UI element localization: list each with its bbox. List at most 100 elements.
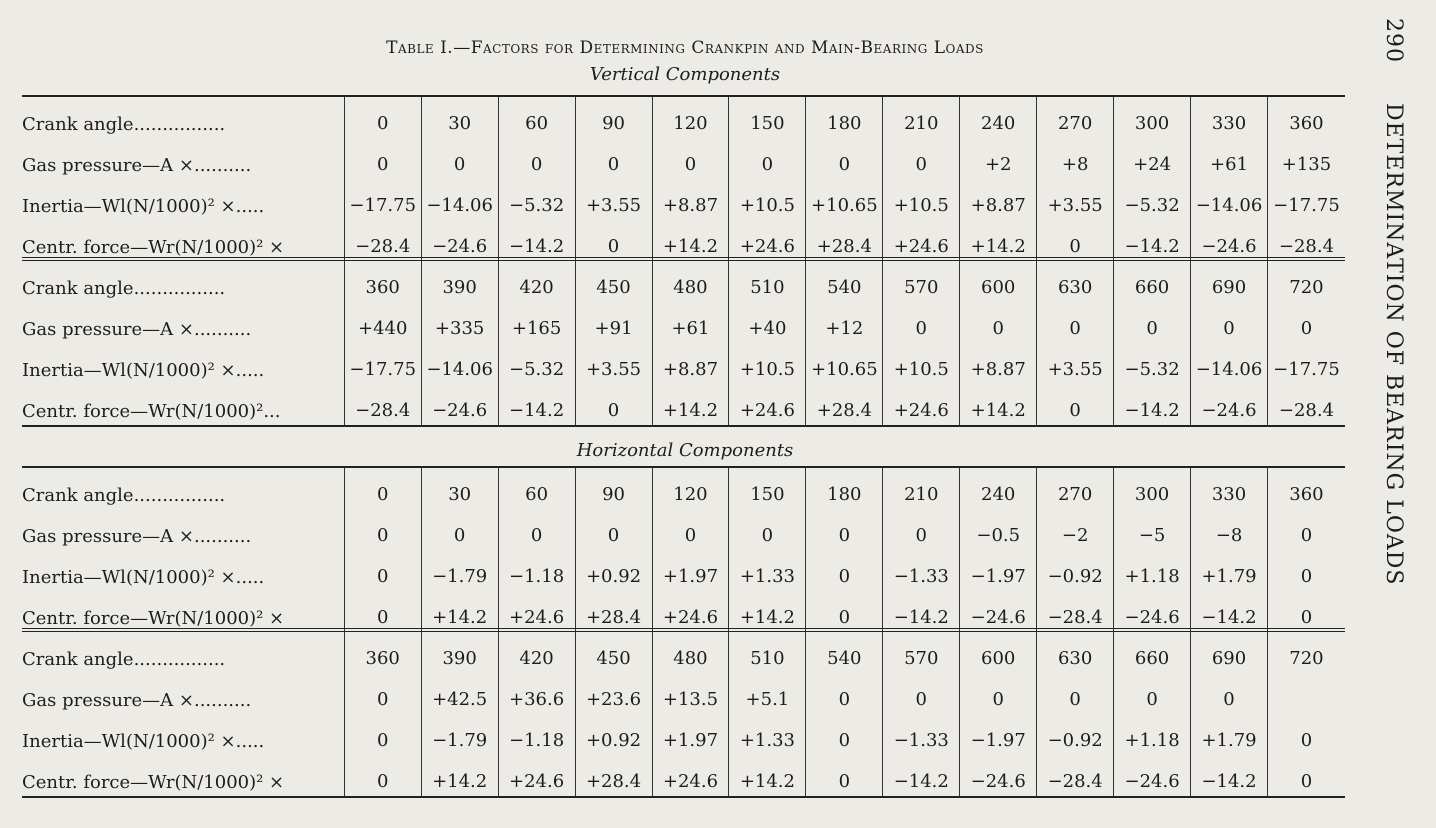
table-cell: −14.2 xyxy=(499,220,576,261)
row-label: Gas pressure—A ×.......... xyxy=(22,673,345,714)
table-cell: 390 xyxy=(422,261,499,302)
table-cell: +8.87 xyxy=(960,343,1038,384)
table-cell: −17.75 xyxy=(345,343,422,384)
section-heading-vertical: Vertical Components xyxy=(589,64,781,85)
table-row: Centr. force—Wr(N/1000)² × 0 +14.2 +24.6 +28… xyxy=(22,591,1345,632)
table-cell: −24.6 xyxy=(1114,591,1192,632)
table-cell: +8.87 xyxy=(653,343,730,384)
row-label: Centr. force—Wr(N/1000)² × xyxy=(22,591,345,632)
table-cell: −14.06 xyxy=(422,343,499,384)
table-cell: 0 xyxy=(345,550,422,591)
table-cell: 0 xyxy=(960,302,1038,343)
table-cell: 660 xyxy=(1114,261,1192,302)
table-cell: −1.18 xyxy=(499,550,576,591)
table-cell xyxy=(1268,673,1345,714)
table-cell: 540 xyxy=(806,632,884,673)
table-cell: 570 xyxy=(883,632,961,673)
vertical-block-2: Crank angle................ 360 390 420 450 4… xyxy=(22,257,1345,427)
table-cell: 360 xyxy=(1289,484,1324,505)
table-cell: −24.6 xyxy=(960,755,1038,796)
row-label: Crank angle................ xyxy=(22,97,345,138)
table-cell: 0 xyxy=(576,138,653,179)
table-cell: +61 xyxy=(653,302,730,343)
table-cell: +24 xyxy=(1114,138,1192,179)
table-cell: 0 xyxy=(960,673,1038,714)
table-cell: −14.2 xyxy=(1191,591,1268,632)
table-cell: 270 xyxy=(1037,468,1115,509)
table-cell: 0 xyxy=(345,468,422,509)
row-label: Gas pressure—A ×.......... xyxy=(22,302,345,343)
table-cell: 360 xyxy=(1289,113,1324,134)
table-cell: −14.2 xyxy=(883,591,961,632)
table-cell: 0 xyxy=(1114,673,1192,714)
table-cell: −14.2 xyxy=(1114,220,1192,261)
table-cell: 0 xyxy=(345,97,422,138)
table-cell: +61 xyxy=(1191,138,1268,179)
table-cell: −14.06 xyxy=(1191,343,1268,384)
table-cell: +24.6 xyxy=(883,384,961,425)
table-cell: −14.2 xyxy=(883,755,961,796)
table-cell: +3.55 xyxy=(1037,179,1115,220)
table-row: Gas pressure—A ×.......... 0 0 0 0 0 0 0 0 −0.5 −2… xyxy=(22,509,1345,550)
table-cell: +14.2 xyxy=(653,384,730,425)
table-cell: −24.6 xyxy=(1114,755,1192,796)
table-cell: +8.87 xyxy=(653,179,730,220)
table-cell: 630 xyxy=(1037,632,1115,673)
table-cell: 60 xyxy=(499,97,576,138)
table-cell: +24.6 xyxy=(729,384,807,425)
table-cell: 510 xyxy=(729,632,807,673)
table-cell: 0 xyxy=(345,714,422,755)
table-cell: −28.4 xyxy=(1278,400,1335,421)
row-label: Inertia—Wl(N/1000)² ×..... xyxy=(22,343,345,384)
table-cell: 150 xyxy=(729,97,807,138)
table-cell: +28.4 xyxy=(806,220,884,261)
table-cell: 450 xyxy=(576,632,653,673)
table-cell: +1.97 xyxy=(653,714,730,755)
table-cell: +14.2 xyxy=(729,755,807,796)
table-cell: 0 xyxy=(729,138,807,179)
table-cell: 450 xyxy=(576,261,653,302)
table-cell: 480 xyxy=(653,261,730,302)
table-cell: +23.6 xyxy=(576,673,653,714)
table-cell: −1.79 xyxy=(422,714,499,755)
table-cell: +28.4 xyxy=(576,591,653,632)
table-cell: −28.4 xyxy=(1037,591,1115,632)
table-cell: 420 xyxy=(499,632,576,673)
horizontal-block-1: Crank angle................ 0 30 60 90 120 150… xyxy=(22,466,1345,632)
table-cell: −17.75 xyxy=(1273,359,1340,380)
table-cell: 0 xyxy=(422,138,499,179)
table-cell: −14.06 xyxy=(422,179,499,220)
table-cell: +8.87 xyxy=(960,179,1038,220)
table-row: Gas pressure—A ×.......... 0 +42.5 +36.6 +23… xyxy=(22,673,1345,714)
table-cell: 510 xyxy=(729,261,807,302)
table-cell: +335 xyxy=(422,302,499,343)
table-cell: 0 xyxy=(883,509,961,550)
row-label: Centr. force—Wr(N/1000)² × xyxy=(22,755,345,796)
table-cell: +24.6 xyxy=(653,591,730,632)
table-cell: 0 xyxy=(499,509,576,550)
table-cell: +0.92 xyxy=(576,714,653,755)
table-cell: 0 xyxy=(345,509,422,550)
table-cell: +10.5 xyxy=(729,179,807,220)
row-label: Crank angle................ xyxy=(22,261,345,302)
table-cell: −1.33 xyxy=(883,550,961,591)
table-cell: −17.75 xyxy=(345,179,422,220)
table-cell: +1.18 xyxy=(1114,714,1192,755)
table-cell: 90 xyxy=(576,97,653,138)
table-cell: +1.33 xyxy=(729,714,807,755)
table-cell: +28.4 xyxy=(806,384,884,425)
table-cell: −1.97 xyxy=(960,550,1038,591)
table-cell: −1.97 xyxy=(960,714,1038,755)
table-cell: 0 xyxy=(883,302,961,343)
table-cell: −5 xyxy=(1114,509,1192,550)
table-cell: 420 xyxy=(499,261,576,302)
table-cell: 0 xyxy=(806,509,884,550)
table-cell: +0.92 xyxy=(576,550,653,591)
table-cell: +13.5 xyxy=(653,673,730,714)
table-cell: +10.5 xyxy=(883,343,961,384)
table-row: Gas pressure—A ×.......... 0 0 0 0 0 0 0 0 +2 +8 +2… xyxy=(22,138,1345,179)
table-cell: 0 xyxy=(345,138,422,179)
running-head-text: DETERMINATION OF BEARING LOADS xyxy=(1381,102,1406,586)
table-cell: 660 xyxy=(1114,632,1192,673)
table-cell: +135 xyxy=(1281,154,1332,175)
